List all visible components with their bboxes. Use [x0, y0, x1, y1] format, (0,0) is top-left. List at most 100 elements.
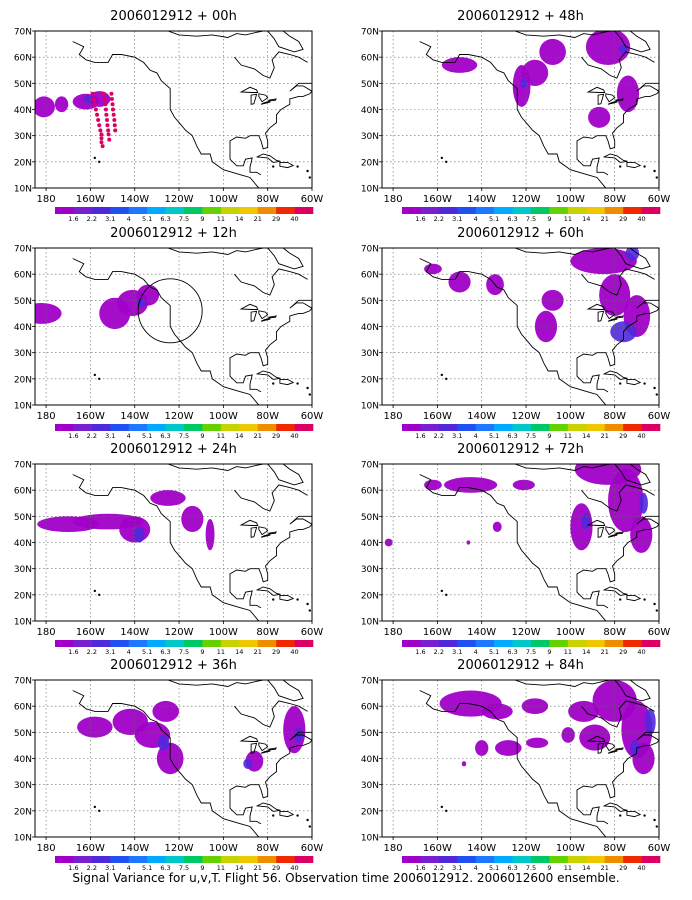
- colorbar-label: 5.1: [489, 648, 499, 656]
- lat-tick-label: 10N: [14, 834, 32, 844]
- colorbar-swatch: [623, 640, 642, 647]
- lat-tick-label: 10N: [14, 618, 32, 628]
- colorbar-swatch: [73, 424, 93, 431]
- island-outline: [256, 586, 281, 596]
- colorbar-label: 9: [547, 864, 551, 872]
- colorbar-swatch: [567, 207, 587, 214]
- colorbar-swatch: [438, 424, 458, 431]
- colorbar-label: 11: [564, 648, 572, 656]
- island-dot: [296, 814, 299, 817]
- lon-tick-label: 140W: [120, 627, 149, 638]
- lake-outline: [615, 315, 624, 319]
- lake-outline: [586, 519, 606, 526]
- lon-tick-label: 140W: [120, 411, 149, 422]
- colorbar-swatch: [294, 207, 314, 214]
- colorbar-swatch: [604, 207, 624, 214]
- colorbar-swatch: [276, 640, 295, 647]
- colorbar-swatch: [239, 424, 259, 431]
- panel-title: 2006012912 + 00h: [110, 9, 237, 24]
- coastline: [419, 690, 624, 837]
- lake-outline: [268, 98, 277, 102]
- variance-contour: [599, 274, 631, 317]
- colorbar-swatch: [257, 856, 277, 863]
- island-outline: [279, 161, 295, 169]
- colorbar-label: 2.2: [434, 432, 444, 440]
- colorbar-label: 5.1: [489, 215, 499, 223]
- variance-contour: [495, 740, 522, 756]
- lat-tick-label: 20N: [361, 375, 379, 385]
- colorbar-label: 4: [474, 864, 478, 872]
- lon-tick-label: 160W: [423, 843, 452, 854]
- colorbar: 1.6 2.2 3.1 4 5.1 6.3 7.5 9 11 14 21 29 40: [55, 856, 314, 872]
- colorbar-label: 11: [564, 864, 572, 872]
- colorbar: 1.6 2.2 3.1 4 5.1 6.3 7.5 9 11 14 21 29 40: [402, 424, 661, 440]
- colorbar-label: 9: [200, 215, 204, 223]
- lake-outline: [239, 735, 259, 742]
- lon-tick-label: 160W: [76, 843, 105, 854]
- coastline: [234, 484, 308, 512]
- variance-contour: [133, 526, 145, 543]
- lat-tick-label: 40N: [361, 755, 379, 765]
- lat-tick-label: 30N: [14, 132, 32, 142]
- colorbar-swatch: [276, 207, 295, 214]
- coastline: [167, 31, 264, 38]
- colorbar-label: 2.2: [434, 648, 444, 656]
- island-outline: [603, 370, 628, 380]
- colorbar-swatch: [128, 856, 148, 863]
- coastline: [167, 248, 264, 255]
- variance-contour: [630, 516, 653, 553]
- lat-tick-label: 10N: [361, 402, 379, 412]
- coastline: [581, 51, 655, 79]
- colorbar-swatch: [457, 424, 477, 431]
- colorbar-label: 14: [235, 648, 243, 656]
- island-outline: [256, 802, 281, 812]
- lake-outline: [597, 93, 605, 105]
- variance-contour: [35, 96, 55, 118]
- colorbar-label: 6.3: [160, 432, 170, 440]
- island-dot: [98, 160, 101, 164]
- coastline: [72, 474, 277, 621]
- lon-tick-label: 60W: [301, 627, 324, 638]
- island-dot: [98, 377, 101, 381]
- colorbar-swatch: [420, 207, 440, 214]
- variance-contour: [83, 94, 93, 104]
- map-area: [382, 464, 659, 621]
- lake-outline: [268, 315, 277, 319]
- coastline: [229, 795, 262, 825]
- colorbar-label: 9: [547, 215, 551, 223]
- colorbar-label: 21: [254, 648, 262, 656]
- colorbar-label: 40: [637, 215, 645, 223]
- colorbar-swatch: [184, 856, 203, 863]
- map-frame: [34, 247, 313, 406]
- coastline: [514, 31, 611, 38]
- variance-contour: [424, 479, 442, 491]
- colorbar-swatch: [184, 640, 203, 647]
- colorbar-label: 2.2: [434, 215, 444, 223]
- colorbar-label: 6.3: [507, 215, 517, 223]
- lake-outline: [250, 526, 258, 538]
- lon-tick-label: 140W: [467, 627, 496, 638]
- colorbar-label: 40: [637, 864, 645, 872]
- colorbar-swatch: [91, 640, 111, 647]
- lat-tick-label: 20N: [361, 807, 379, 817]
- island-outline: [279, 594, 295, 602]
- colorbar-swatch: [165, 640, 185, 647]
- island-outline: [626, 378, 642, 386]
- map-area: [382, 680, 659, 837]
- colorbar-swatch: [475, 640, 495, 647]
- lon-tick-label: 100W: [209, 843, 238, 854]
- variance-contour: [448, 271, 471, 293]
- map-panel: 2006012912 + 60h 70N 60N 50N 40N 30N 20N 10N 180…: [361, 226, 671, 440]
- variance-contour: [424, 263, 442, 275]
- colorbar-label: 29: [619, 432, 627, 440]
- colorbar-swatch: [220, 640, 240, 647]
- variance-contour: [585, 31, 631, 66]
- colorbar-swatch: [55, 640, 74, 647]
- island-dot: [296, 382, 299, 385]
- colorbar-label: 1.6: [415, 215, 425, 223]
- map-frame: [34, 463, 313, 622]
- colorbar-swatch: [294, 856, 314, 863]
- colorbar-swatch: [549, 856, 569, 863]
- variance-contour: [570, 503, 593, 551]
- island-outline: [626, 161, 642, 169]
